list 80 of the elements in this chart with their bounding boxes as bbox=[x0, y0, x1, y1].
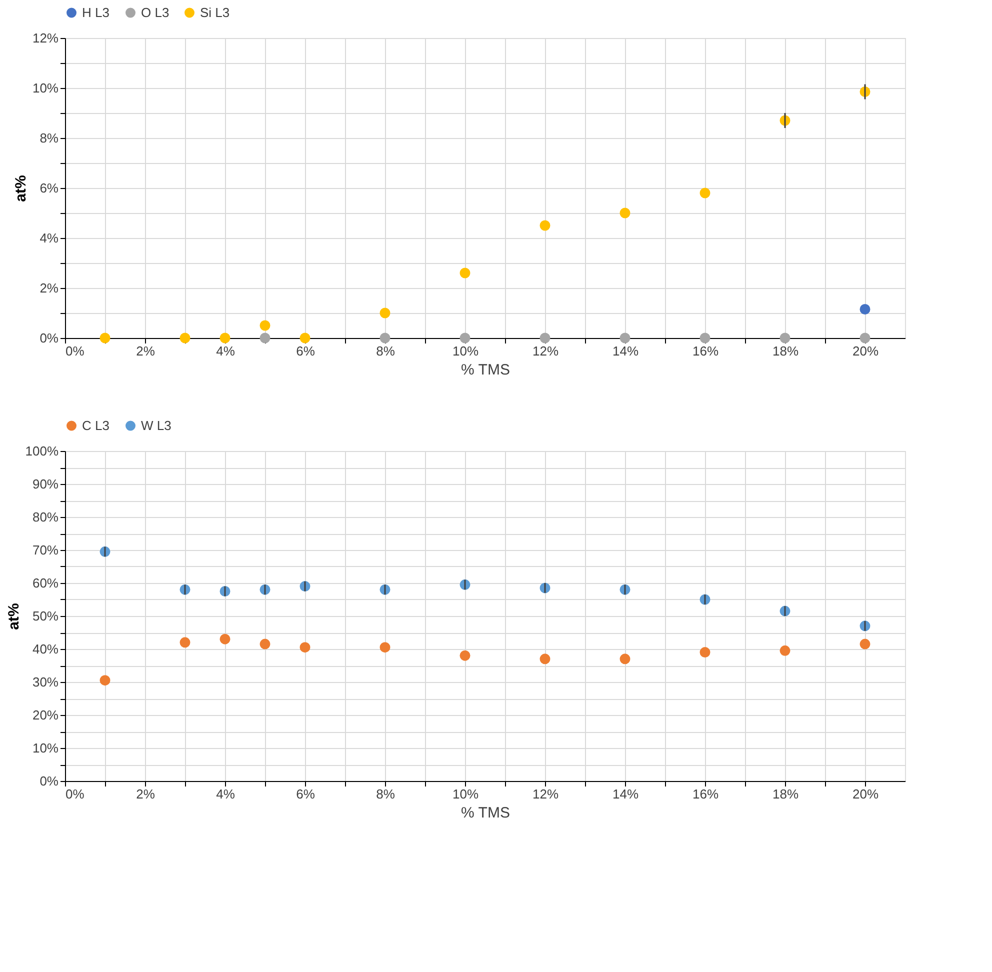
y-tick-label: 10% bbox=[32, 740, 59, 756]
legend-label: H L3 bbox=[82, 4, 110, 20]
x-tick-label: 18% bbox=[772, 344, 799, 358]
y-tick-label: 12% bbox=[32, 30, 59, 46]
point bbox=[460, 268, 470, 278]
x-tick-label: 16% bbox=[692, 344, 719, 358]
x-tick-label: 8% bbox=[376, 344, 396, 358]
y-tick-label: 4% bbox=[40, 230, 59, 246]
x-tick-label: 0% bbox=[66, 344, 85, 358]
point bbox=[700, 332, 710, 344]
y-tick-label: 50% bbox=[32, 608, 59, 624]
point bbox=[540, 654, 550, 664]
point bbox=[380, 332, 390, 344]
point bbox=[220, 332, 230, 344]
x-axis-title: % TMS bbox=[461, 804, 510, 822]
point bbox=[380, 642, 390, 653]
point bbox=[100, 675, 110, 686]
x-tick-label: 18% bbox=[772, 786, 799, 802]
x-tick-label: 10% bbox=[452, 344, 479, 358]
y-tick-label: 40% bbox=[32, 642, 59, 656]
y-tick-label: 80% bbox=[32, 510, 59, 524]
y-tick-label: 30% bbox=[32, 674, 59, 690]
x-tick-label: 4% bbox=[216, 344, 236, 358]
x-tick-label: 20% bbox=[852, 344, 879, 358]
x-tick-label: 2% bbox=[136, 786, 156, 802]
y-axis-title: at% bbox=[5, 603, 22, 630]
y-tick-label: 0% bbox=[40, 330, 59, 346]
x-tick-label: 6% bbox=[296, 786, 316, 802]
point bbox=[260, 332, 270, 344]
point bbox=[700, 188, 710, 198]
y-tick-label: 70% bbox=[32, 542, 59, 558]
point bbox=[460, 650, 470, 661]
y-tick-label: 6% bbox=[40, 180, 59, 196]
point bbox=[380, 308, 390, 318]
y-tick-label: 100% bbox=[25, 444, 59, 458]
point bbox=[460, 332, 470, 344]
point bbox=[260, 638, 270, 650]
point bbox=[860, 304, 870, 314]
y-tick-label: 8% bbox=[40, 130, 59, 146]
point bbox=[620, 332, 630, 344]
y-tick-label: 10% bbox=[32, 80, 59, 96]
point bbox=[300, 332, 310, 344]
x-tick-label: 14% bbox=[612, 344, 639, 358]
y-tick-label: 60% bbox=[32, 576, 59, 590]
point bbox=[260, 320, 270, 331]
x-tick-label: 12% bbox=[532, 786, 559, 802]
point bbox=[860, 638, 870, 650]
point bbox=[620, 208, 630, 218]
x-tick-label: 6% bbox=[296, 344, 316, 358]
y-tick-label: 0% bbox=[40, 774, 59, 788]
y-tick-label: 90% bbox=[32, 476, 59, 492]
x-tick-label: 0% bbox=[66, 786, 85, 802]
point bbox=[540, 332, 550, 344]
x-tick-label: 10% bbox=[452, 786, 479, 802]
point bbox=[300, 642, 310, 653]
point bbox=[180, 637, 190, 648]
point bbox=[780, 332, 790, 344]
x-tick-label: 16% bbox=[692, 786, 719, 802]
y-tick-label: 2% bbox=[40, 280, 59, 296]
point bbox=[220, 634, 230, 644]
legend-label: Si L3 bbox=[200, 4, 230, 20]
x-tick-label: 20% bbox=[852, 786, 879, 802]
point bbox=[860, 332, 870, 344]
x-tick-label: 8% bbox=[376, 786, 396, 802]
point bbox=[540, 220, 550, 231]
x-tick-label: 2% bbox=[136, 344, 156, 358]
x-tick-label: 4% bbox=[216, 786, 236, 802]
point bbox=[700, 647, 710, 658]
x-tick-label: 12% bbox=[532, 344, 559, 358]
x-axis-title: % TMS bbox=[461, 362, 510, 378]
y-tick-label: 20% bbox=[32, 708, 59, 722]
legend-label: O L3 bbox=[141, 4, 170, 20]
point bbox=[620, 654, 630, 664]
legend-label: C L3 bbox=[82, 418, 110, 433]
point bbox=[180, 332, 190, 344]
x-tick-label: 14% bbox=[612, 786, 639, 802]
point bbox=[100, 332, 110, 344]
point bbox=[780, 645, 790, 656]
legend-label: W L3 bbox=[141, 418, 172, 433]
y-axis-title: at% bbox=[12, 175, 30, 202]
